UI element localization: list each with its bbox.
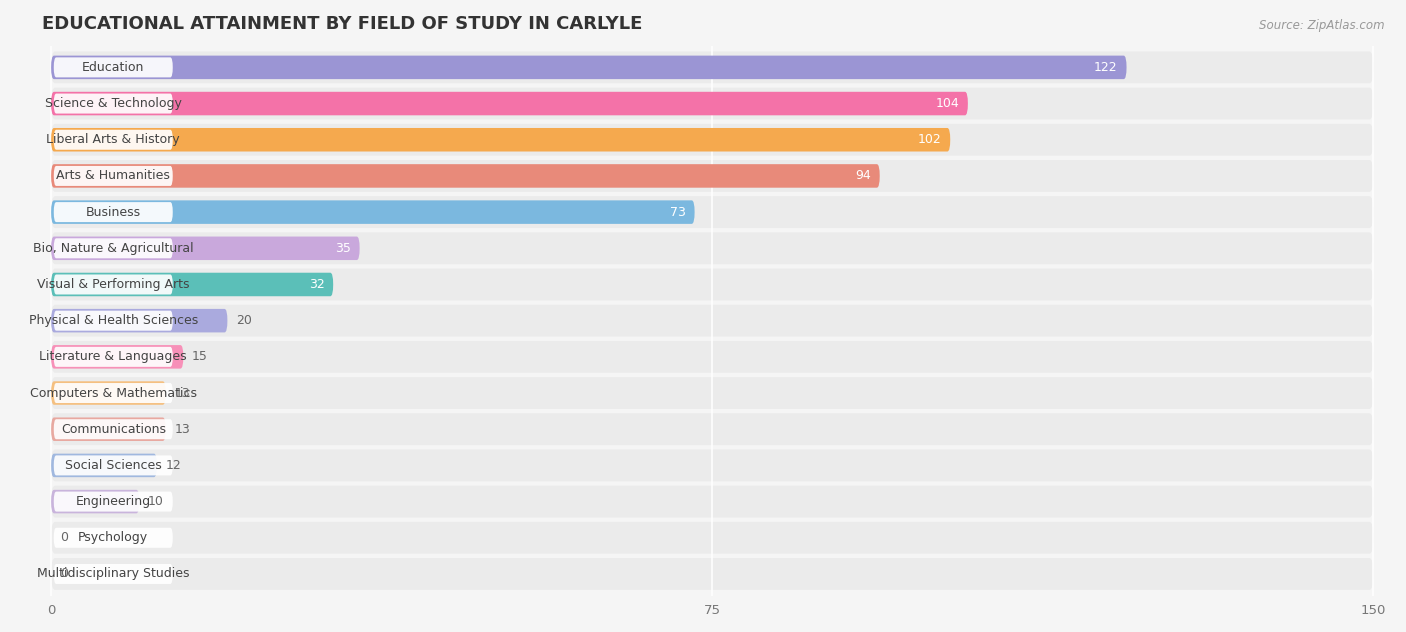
- Text: Bio, Nature & Agricultural: Bio, Nature & Agricultural: [32, 242, 194, 255]
- Text: 0: 0: [60, 532, 67, 544]
- Text: Science & Technology: Science & Technology: [45, 97, 181, 110]
- FancyBboxPatch shape: [51, 51, 1374, 83]
- FancyBboxPatch shape: [51, 485, 1374, 518]
- FancyBboxPatch shape: [53, 528, 173, 548]
- FancyBboxPatch shape: [51, 269, 1374, 300]
- Text: Physical & Health Sciences: Physical & Health Sciences: [28, 314, 198, 327]
- FancyBboxPatch shape: [53, 274, 173, 295]
- FancyBboxPatch shape: [51, 490, 139, 513]
- FancyBboxPatch shape: [51, 88, 1374, 119]
- FancyBboxPatch shape: [53, 130, 173, 150]
- Text: 102: 102: [918, 133, 942, 146]
- Text: Visual & Performing Arts: Visual & Performing Arts: [37, 278, 190, 291]
- Text: 20: 20: [236, 314, 252, 327]
- Text: Computers & Mathematics: Computers & Mathematics: [30, 387, 197, 399]
- Text: Psychology: Psychology: [79, 532, 148, 544]
- FancyBboxPatch shape: [53, 492, 173, 511]
- Text: Liberal Arts & History: Liberal Arts & History: [46, 133, 180, 146]
- Text: 0: 0: [60, 568, 67, 580]
- FancyBboxPatch shape: [51, 273, 333, 296]
- FancyBboxPatch shape: [51, 164, 880, 188]
- Text: 10: 10: [148, 495, 165, 508]
- FancyBboxPatch shape: [51, 454, 157, 477]
- Text: Multidisciplinary Studies: Multidisciplinary Studies: [37, 568, 190, 580]
- FancyBboxPatch shape: [53, 166, 173, 186]
- FancyBboxPatch shape: [51, 522, 1374, 554]
- FancyBboxPatch shape: [51, 558, 1374, 590]
- Text: 13: 13: [174, 423, 190, 435]
- Text: 15: 15: [193, 350, 208, 363]
- FancyBboxPatch shape: [53, 347, 173, 367]
- Text: Education: Education: [82, 61, 145, 74]
- FancyBboxPatch shape: [53, 564, 173, 584]
- Text: 73: 73: [669, 205, 686, 219]
- FancyBboxPatch shape: [51, 92, 967, 115]
- Text: Source: ZipAtlas.com: Source: ZipAtlas.com: [1260, 19, 1385, 32]
- Text: 35: 35: [335, 242, 352, 255]
- Text: Arts & Humanities: Arts & Humanities: [56, 169, 170, 183]
- FancyBboxPatch shape: [53, 202, 173, 222]
- FancyBboxPatch shape: [51, 449, 1374, 482]
- Text: EDUCATIONAL ATTAINMENT BY FIELD OF STUDY IN CARLYLE: EDUCATIONAL ATTAINMENT BY FIELD OF STUDY…: [42, 15, 643, 33]
- FancyBboxPatch shape: [51, 377, 1374, 409]
- Text: Social Sciences: Social Sciences: [65, 459, 162, 472]
- FancyBboxPatch shape: [51, 305, 1374, 337]
- Text: 12: 12: [166, 459, 181, 472]
- FancyBboxPatch shape: [51, 128, 950, 152]
- Text: 104: 104: [935, 97, 959, 110]
- FancyBboxPatch shape: [51, 196, 1374, 228]
- Text: Engineering: Engineering: [76, 495, 150, 508]
- FancyBboxPatch shape: [51, 124, 1374, 155]
- FancyBboxPatch shape: [51, 418, 166, 441]
- Text: Business: Business: [86, 205, 141, 219]
- FancyBboxPatch shape: [51, 413, 1374, 445]
- FancyBboxPatch shape: [51, 56, 1126, 79]
- Text: 13: 13: [174, 387, 190, 399]
- FancyBboxPatch shape: [51, 236, 360, 260]
- FancyBboxPatch shape: [51, 345, 183, 368]
- Text: 32: 32: [309, 278, 325, 291]
- FancyBboxPatch shape: [53, 419, 173, 439]
- FancyBboxPatch shape: [53, 58, 173, 77]
- FancyBboxPatch shape: [53, 456, 173, 475]
- Text: Communications: Communications: [60, 423, 166, 435]
- FancyBboxPatch shape: [53, 238, 173, 258]
- FancyBboxPatch shape: [53, 94, 173, 114]
- FancyBboxPatch shape: [51, 381, 166, 404]
- FancyBboxPatch shape: [51, 160, 1374, 192]
- Text: 94: 94: [855, 169, 870, 183]
- Text: 122: 122: [1094, 61, 1118, 74]
- FancyBboxPatch shape: [51, 200, 695, 224]
- FancyBboxPatch shape: [51, 341, 1374, 373]
- FancyBboxPatch shape: [53, 311, 173, 331]
- FancyBboxPatch shape: [51, 309, 228, 332]
- Text: Literature & Languages: Literature & Languages: [39, 350, 187, 363]
- FancyBboxPatch shape: [51, 233, 1374, 264]
- FancyBboxPatch shape: [53, 383, 173, 403]
